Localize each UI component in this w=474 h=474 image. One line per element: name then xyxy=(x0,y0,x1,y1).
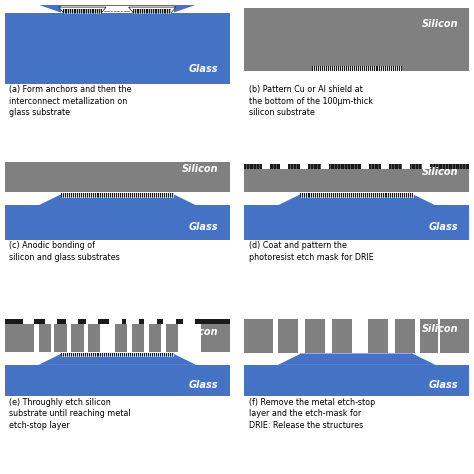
Text: Glass: Glass xyxy=(189,222,219,232)
Text: Silicon: Silicon xyxy=(421,324,458,334)
Bar xyxy=(244,319,273,353)
Bar xyxy=(46,319,56,324)
Bar xyxy=(301,193,413,197)
Bar xyxy=(301,353,413,354)
Bar xyxy=(402,164,410,169)
Text: (d) Coat and pattern the
photoresist etch mask for DRIE: (d) Coat and pattern the photoresist etc… xyxy=(248,241,374,262)
Bar xyxy=(182,319,195,324)
Bar xyxy=(320,164,328,169)
Bar xyxy=(5,319,230,324)
Bar xyxy=(361,164,369,169)
Text: (c) Anodic bonding of
silicon and glass substrates: (c) Anodic bonding of silicon and glass … xyxy=(9,241,120,262)
Bar xyxy=(262,164,270,169)
Polygon shape xyxy=(38,354,196,365)
Bar xyxy=(149,324,161,352)
Bar xyxy=(55,324,67,352)
Text: Silicon: Silicon xyxy=(421,18,458,28)
Bar xyxy=(166,324,178,352)
Bar xyxy=(61,353,173,356)
Polygon shape xyxy=(278,194,436,205)
Text: (b) Pattern Cu or Al shield at
the bottom of the 100μm-thick
silicon substrate: (b) Pattern Cu or Al shield at the botto… xyxy=(248,85,373,117)
Text: (f) Remove the metal etch-stop
layer and the etch-mask for
DRIE: Release the str: (f) Remove the metal etch-stop layer and… xyxy=(248,398,375,430)
Bar xyxy=(280,164,288,169)
Bar xyxy=(244,205,469,240)
Text: Glass: Glass xyxy=(428,222,458,232)
Bar xyxy=(23,319,34,324)
Bar xyxy=(164,319,176,324)
Bar xyxy=(133,9,172,13)
Text: (a) Form anchors and then the
interconnect metallization on
glass substrate: (a) Form anchors and then the interconne… xyxy=(9,85,132,117)
Bar xyxy=(332,319,352,353)
Bar xyxy=(145,319,157,324)
Polygon shape xyxy=(38,194,196,205)
Polygon shape xyxy=(128,7,176,13)
Bar xyxy=(382,164,389,169)
Bar xyxy=(305,319,325,353)
Text: Silicon: Silicon xyxy=(182,327,219,337)
Bar xyxy=(244,164,469,169)
Text: Glass: Glass xyxy=(189,64,219,74)
Bar xyxy=(244,8,469,71)
Bar xyxy=(5,163,230,192)
Text: Glass: Glass xyxy=(189,381,219,391)
Polygon shape xyxy=(38,5,196,13)
Bar xyxy=(301,192,413,193)
Bar xyxy=(64,9,101,13)
Bar xyxy=(86,319,98,324)
Bar xyxy=(201,324,230,352)
Bar xyxy=(61,6,173,13)
Bar xyxy=(61,352,173,353)
Bar xyxy=(61,192,173,193)
Bar xyxy=(88,324,100,352)
Bar xyxy=(368,319,388,353)
Bar xyxy=(61,193,173,197)
Bar xyxy=(419,319,438,353)
Text: Silicon: Silicon xyxy=(421,167,458,177)
Bar xyxy=(5,365,230,396)
Bar xyxy=(422,164,430,169)
Bar xyxy=(61,193,173,197)
Bar xyxy=(278,319,298,353)
Bar xyxy=(5,324,34,352)
Bar xyxy=(244,365,469,396)
Text: Silicon: Silicon xyxy=(182,164,219,174)
Text: (e) Throughly etch silicon
substrate until reaching metal
etch-stop layer: (e) Throughly etch silicon substrate unt… xyxy=(9,398,131,430)
Bar xyxy=(109,319,122,324)
Polygon shape xyxy=(278,354,436,365)
Bar xyxy=(312,66,402,71)
Bar xyxy=(244,169,469,192)
Bar xyxy=(126,319,139,324)
Bar xyxy=(5,205,230,240)
Bar xyxy=(132,324,145,352)
Text: Glass: Glass xyxy=(428,381,458,391)
Polygon shape xyxy=(59,7,106,13)
Bar xyxy=(301,164,308,169)
Bar xyxy=(395,319,415,353)
Bar xyxy=(440,319,469,353)
Bar xyxy=(71,324,83,352)
Bar xyxy=(38,324,51,352)
Bar xyxy=(65,319,78,324)
Bar xyxy=(115,324,128,352)
